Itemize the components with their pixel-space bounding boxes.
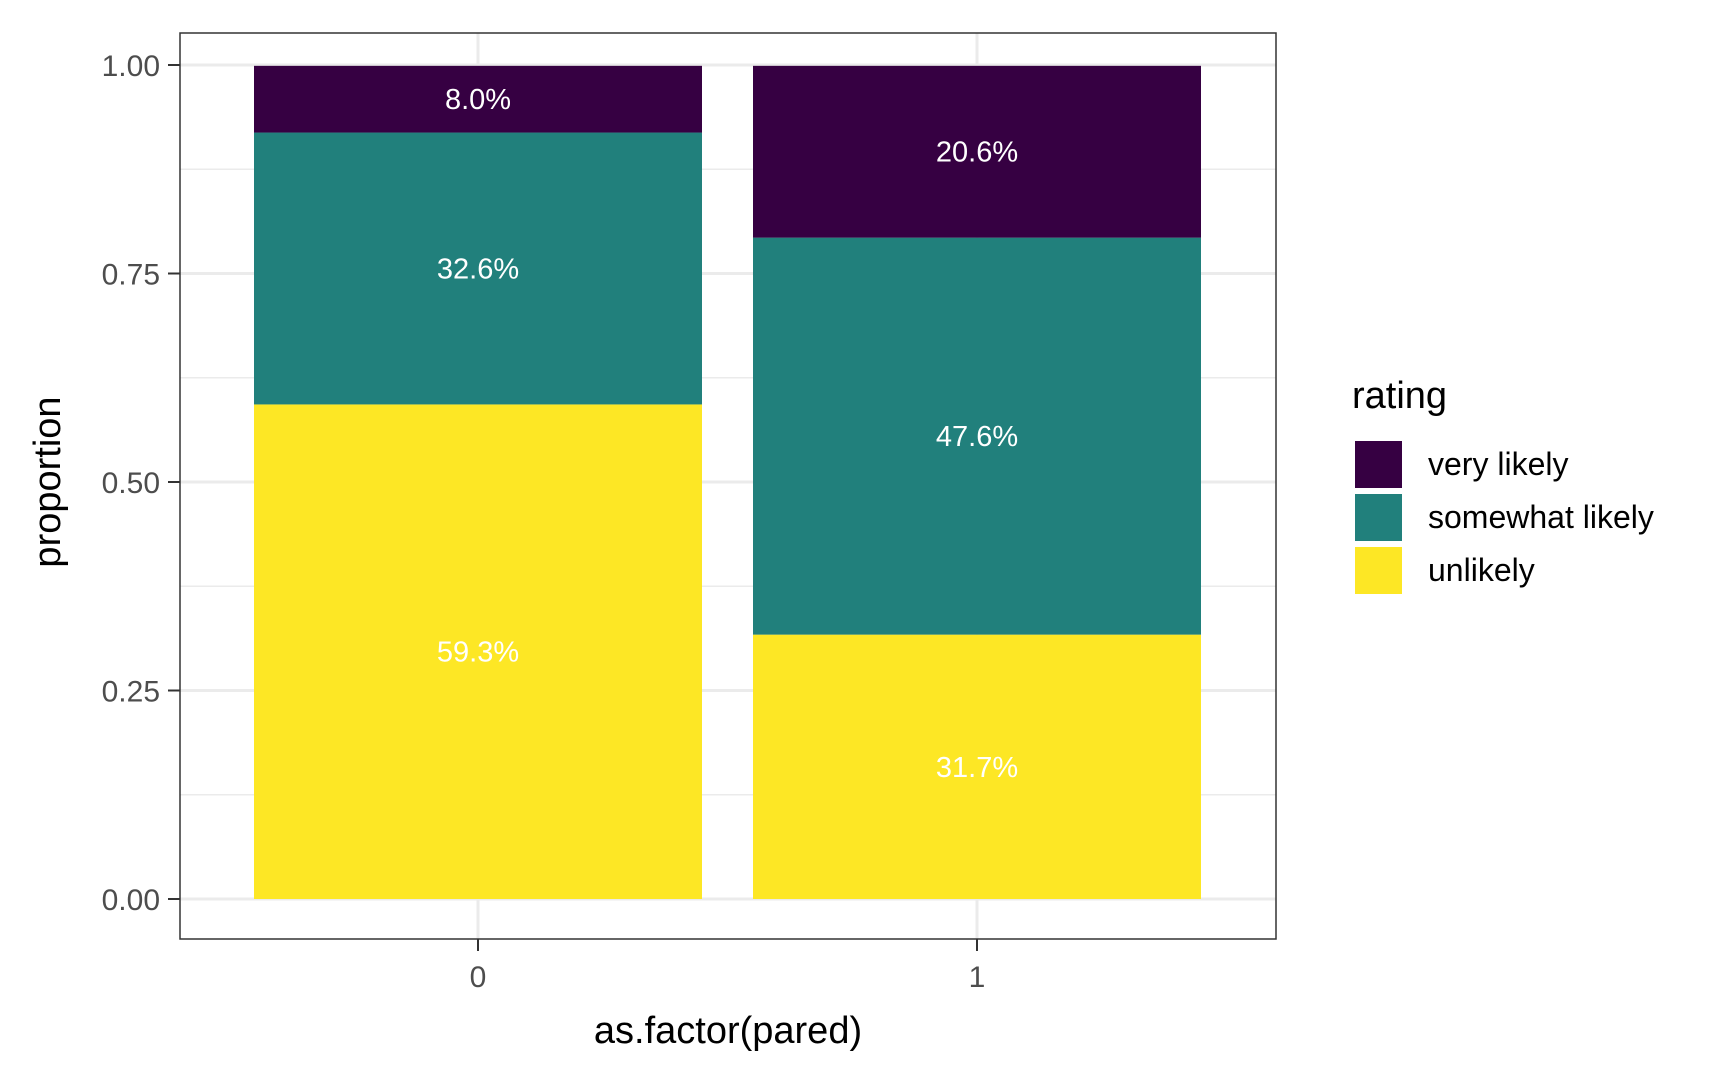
x-tick-label: 0 xyxy=(470,961,487,994)
legend-label: very likely xyxy=(1428,446,1568,482)
bar-segment xyxy=(753,237,1201,635)
y-tick-label: 0.75 xyxy=(102,259,160,292)
legend: rating very likely somewhat likely unlikel… xyxy=(1352,375,1654,594)
legend-label: unlikely xyxy=(1428,552,1535,588)
y-axis: 0.00 0.25 0.50 0.75 1.00 xyxy=(102,50,180,917)
bar-segment xyxy=(753,65,1201,238)
legend-label: somewhat likely xyxy=(1428,499,1654,535)
y-axis-label: proportion xyxy=(27,396,69,567)
data-label: 8.0% xyxy=(445,84,511,116)
y-tick-label: 1.00 xyxy=(102,50,160,83)
data-labels: 59.3% 32.6% 8.0% 31.7% 47.6% 20.6% xyxy=(437,84,1018,784)
data-label: 47.6% xyxy=(936,421,1018,453)
bar-segment xyxy=(254,65,702,133)
data-label: 20.6% xyxy=(936,137,1018,169)
legend-key xyxy=(1355,547,1402,594)
legend-key xyxy=(1355,494,1402,541)
bar-segment xyxy=(254,404,702,899)
bar-segment xyxy=(254,132,702,405)
x-tick-label: 1 xyxy=(969,961,986,994)
legend-key xyxy=(1355,441,1402,488)
data-label: 31.7% xyxy=(936,752,1018,784)
bars xyxy=(254,65,1201,899)
y-tick-label: 0.00 xyxy=(102,884,160,917)
y-tick-label: 0.50 xyxy=(102,467,160,500)
legend-title: rating xyxy=(1352,375,1447,417)
x-axis-label: as.factor(pared) xyxy=(594,1010,862,1052)
panel-border xyxy=(179,32,1277,940)
y-tick-label: 0.25 xyxy=(102,676,160,709)
data-label: 32.6% xyxy=(437,253,519,285)
bar-segment xyxy=(753,634,1201,899)
data-label: 59.3% xyxy=(437,637,519,669)
